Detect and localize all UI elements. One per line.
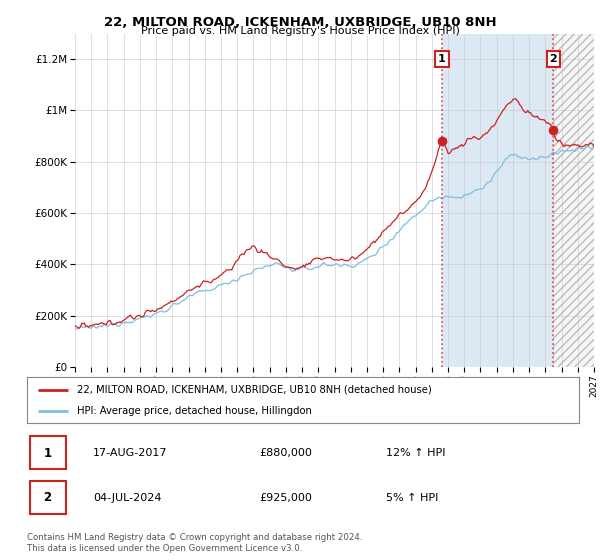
Text: £880,000: £880,000 [259,448,312,458]
Bar [553,34,594,367]
Text: 1: 1 [438,54,446,64]
Text: 04-JUL-2024: 04-JUL-2024 [93,493,162,503]
Text: 5% ↑ HPI: 5% ↑ HPI [386,493,438,503]
Text: 2: 2 [550,54,557,64]
Text: 12% ↑ HPI: 12% ↑ HPI [386,448,445,458]
Text: 2: 2 [43,491,52,505]
FancyBboxPatch shape [30,481,65,514]
Text: 22, MILTON ROAD, ICKENHAM, UXBRIDGE, UB10 8NH (detached house): 22, MILTON ROAD, ICKENHAM, UXBRIDGE, UB1… [77,385,431,395]
Text: 22, MILTON ROAD, ICKENHAM, UXBRIDGE, UB10 8NH: 22, MILTON ROAD, ICKENHAM, UXBRIDGE, UB1… [104,16,496,29]
Text: HPI: Average price, detached house, Hillingdon: HPI: Average price, detached house, Hill… [77,407,311,416]
Bar [553,34,594,367]
Text: £925,000: £925,000 [259,493,312,503]
FancyBboxPatch shape [30,436,65,469]
Text: Price paid vs. HM Land Registry's House Price Index (HPI): Price paid vs. HM Land Registry's House … [140,26,460,36]
Bar [442,34,553,367]
Text: 1: 1 [43,446,52,460]
Text: 17-AUG-2017: 17-AUG-2017 [93,448,168,458]
Text: Contains HM Land Registry data © Crown copyright and database right 2024.
This d: Contains HM Land Registry data © Crown c… [27,533,362,553]
